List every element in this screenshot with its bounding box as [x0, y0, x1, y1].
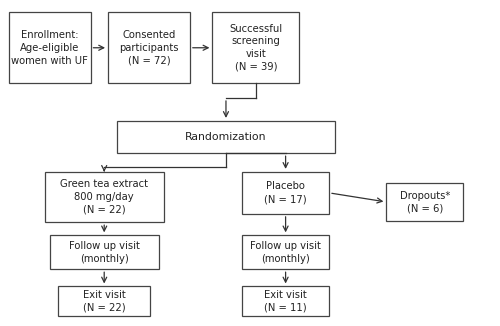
- FancyBboxPatch shape: [242, 286, 329, 316]
- FancyBboxPatch shape: [8, 12, 90, 83]
- FancyBboxPatch shape: [212, 12, 300, 83]
- FancyBboxPatch shape: [58, 286, 150, 316]
- Text: Exit visit
(N = 11): Exit visit (N = 11): [264, 289, 307, 312]
- Text: Consented
participants
(N = 72): Consented participants (N = 72): [119, 30, 178, 66]
- FancyBboxPatch shape: [50, 235, 159, 269]
- Text: Placebo
(N = 17): Placebo (N = 17): [264, 182, 307, 204]
- Text: Follow up visit
(monthly): Follow up visit (monthly): [69, 241, 140, 264]
- Text: Green tea extract
800 mg/day
(N = 22): Green tea extract 800 mg/day (N = 22): [60, 179, 148, 215]
- Text: Follow up visit
(monthly): Follow up visit (monthly): [250, 241, 321, 264]
- FancyBboxPatch shape: [242, 235, 329, 269]
- Text: Enrollment:
Age-eligible
women with UF: Enrollment: Age-eligible women with UF: [11, 30, 88, 66]
- FancyBboxPatch shape: [108, 12, 190, 83]
- FancyBboxPatch shape: [386, 183, 464, 221]
- Text: Randomization: Randomization: [185, 132, 266, 142]
- Text: Exit visit
(N = 22): Exit visit (N = 22): [83, 289, 126, 312]
- Text: Successful
screening
visit
(N = 39): Successful screening visit (N = 39): [229, 23, 282, 72]
- Text: Dropouts*
(N = 6): Dropouts* (N = 6): [400, 191, 450, 213]
- FancyBboxPatch shape: [44, 172, 164, 222]
- FancyBboxPatch shape: [242, 172, 329, 214]
- FancyBboxPatch shape: [116, 121, 336, 153]
